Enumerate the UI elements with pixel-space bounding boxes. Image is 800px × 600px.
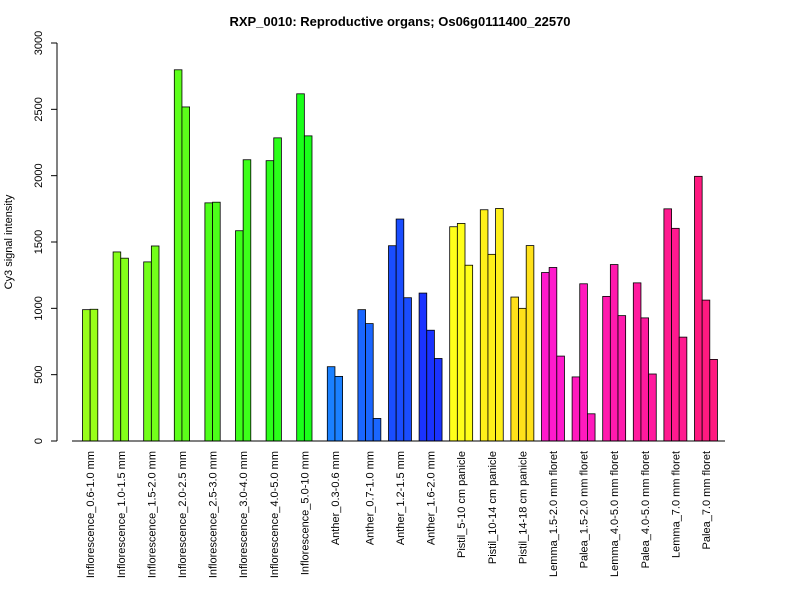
y-tick-label: 2500 bbox=[33, 97, 45, 121]
bar bbox=[273, 137, 282, 442]
bar bbox=[678, 336, 688, 442]
bar bbox=[579, 283, 588, 442]
x-tick-label: Anther_0.3-0.6 mm bbox=[330, 451, 342, 545]
bar bbox=[548, 267, 558, 442]
bar bbox=[212, 201, 221, 442]
bar bbox=[525, 245, 535, 442]
bar bbox=[395, 218, 405, 442]
x-tick-label: Palea_4.0-5.0 mm floret bbox=[640, 451, 652, 568]
bar bbox=[242, 159, 252, 442]
x-tick-label: Inflorescence_0.6-1.0 mm bbox=[85, 451, 97, 578]
bar bbox=[433, 358, 443, 442]
bar bbox=[556, 355, 565, 442]
bar bbox=[173, 69, 183, 442]
y-axis: 0 500 1000 1500 2000 2500 3000 bbox=[33, 31, 58, 444]
bar bbox=[403, 297, 412, 442]
bar bbox=[456, 223, 466, 442]
x-tick-label: Inflorescence_4.0-5.0 mm bbox=[269, 451, 281, 578]
x-axis-labels: Inflorescence_0.6-1.0 mm Inflorescence_1.… bbox=[85, 451, 713, 578]
bar bbox=[365, 323, 374, 442]
bar bbox=[89, 308, 99, 442]
bar bbox=[709, 359, 718, 442]
bar bbox=[303, 135, 313, 442]
bar bbox=[571, 376, 581, 442]
bar bbox=[326, 366, 336, 442]
bar bbox=[617, 315, 627, 442]
bar bbox=[510, 296, 519, 442]
x-tick-label: Lemma_4.0-5.0 mm floret bbox=[609, 451, 621, 577]
bar bbox=[418, 292, 428, 442]
bar bbox=[632, 282, 642, 442]
bar bbox=[150, 245, 160, 442]
bar bbox=[296, 93, 305, 442]
x-tick-label: Anther_0.7-1.0 mm bbox=[364, 451, 376, 545]
x-tick-label: Pistil_5-10 cm panicle bbox=[456, 451, 468, 558]
bar bbox=[640, 317, 650, 442]
bar bbox=[204, 202, 213, 442]
bar bbox=[357, 309, 366, 442]
bar bbox=[426, 329, 435, 442]
bar bbox=[518, 307, 527, 442]
x-tick-label: Inflorescence_3.0-4.0 mm bbox=[238, 451, 250, 578]
y-tick-label: 1000 bbox=[33, 296, 45, 320]
bar bbox=[694, 175, 703, 442]
y-tick-label: 2000 bbox=[33, 163, 45, 187]
y-axis-label: Cy3 signal intensity bbox=[3, 194, 15, 289]
bar bbox=[602, 295, 611, 442]
x-tick-label: Palea_1.5-2.0 mm floret bbox=[579, 451, 591, 568]
bar bbox=[143, 261, 152, 442]
x-tick-label: Pistil_10-14 cm panicle bbox=[487, 451, 499, 564]
bar bbox=[120, 257, 129, 442]
bar bbox=[479, 209, 489, 442]
bar bbox=[495, 208, 504, 442]
y-tick-label: 1500 bbox=[33, 230, 45, 254]
x-tick-label: Inflorescence_1.5-2.0 mm bbox=[146, 451, 158, 578]
bars-group bbox=[82, 69, 718, 442]
x-tick-label: Palea_7.0 mm floret bbox=[701, 451, 713, 549]
x-tick-label: Inflorescence_2.5-3.0 mm bbox=[208, 451, 220, 578]
chart-title: RXP_0010: Reproductive organs; Os06g0111… bbox=[229, 14, 570, 29]
bar bbox=[609, 264, 619, 442]
x-tick-label: Anther_1.2-1.5 mm bbox=[395, 451, 407, 545]
bar bbox=[181, 106, 190, 442]
bar bbox=[464, 264, 474, 442]
bar bbox=[663, 208, 672, 442]
bar bbox=[265, 160, 275, 442]
bar bbox=[671, 227, 680, 442]
bar bbox=[648, 373, 657, 442]
bar bbox=[449, 226, 458, 442]
bar bbox=[112, 251, 122, 442]
bar bbox=[701, 299, 711, 442]
x-tick-label: Lemma_1.5-2.0 mm floret bbox=[548, 451, 560, 577]
bar bbox=[82, 309, 91, 442]
bar bbox=[541, 272, 550, 442]
bar bbox=[587, 413, 596, 442]
x-tick-label: Pistil_14-18 cm panicle bbox=[517, 451, 529, 564]
x-tick-label: Lemma_7.0 mm floret bbox=[670, 451, 682, 558]
x-tick-label: Inflorescence_5.0-10 mm bbox=[299, 451, 311, 575]
bar bbox=[372, 418, 382, 442]
bar bbox=[334, 375, 344, 442]
bar bbox=[487, 253, 497, 442]
x-tick-label: Inflorescence_1.0-1.5 mm bbox=[116, 451, 128, 578]
x-tick-label: Anther_1.6-2.0 mm bbox=[426, 451, 438, 545]
x-tick-label: Inflorescence_2.0-2.5 mm bbox=[177, 451, 189, 578]
y-tick-label: 0 bbox=[33, 438, 45, 444]
y-tick-label: 500 bbox=[33, 365, 45, 383]
bar bbox=[388, 245, 397, 442]
bar bbox=[235, 230, 244, 442]
y-tick-label: 3000 bbox=[33, 31, 45, 55]
